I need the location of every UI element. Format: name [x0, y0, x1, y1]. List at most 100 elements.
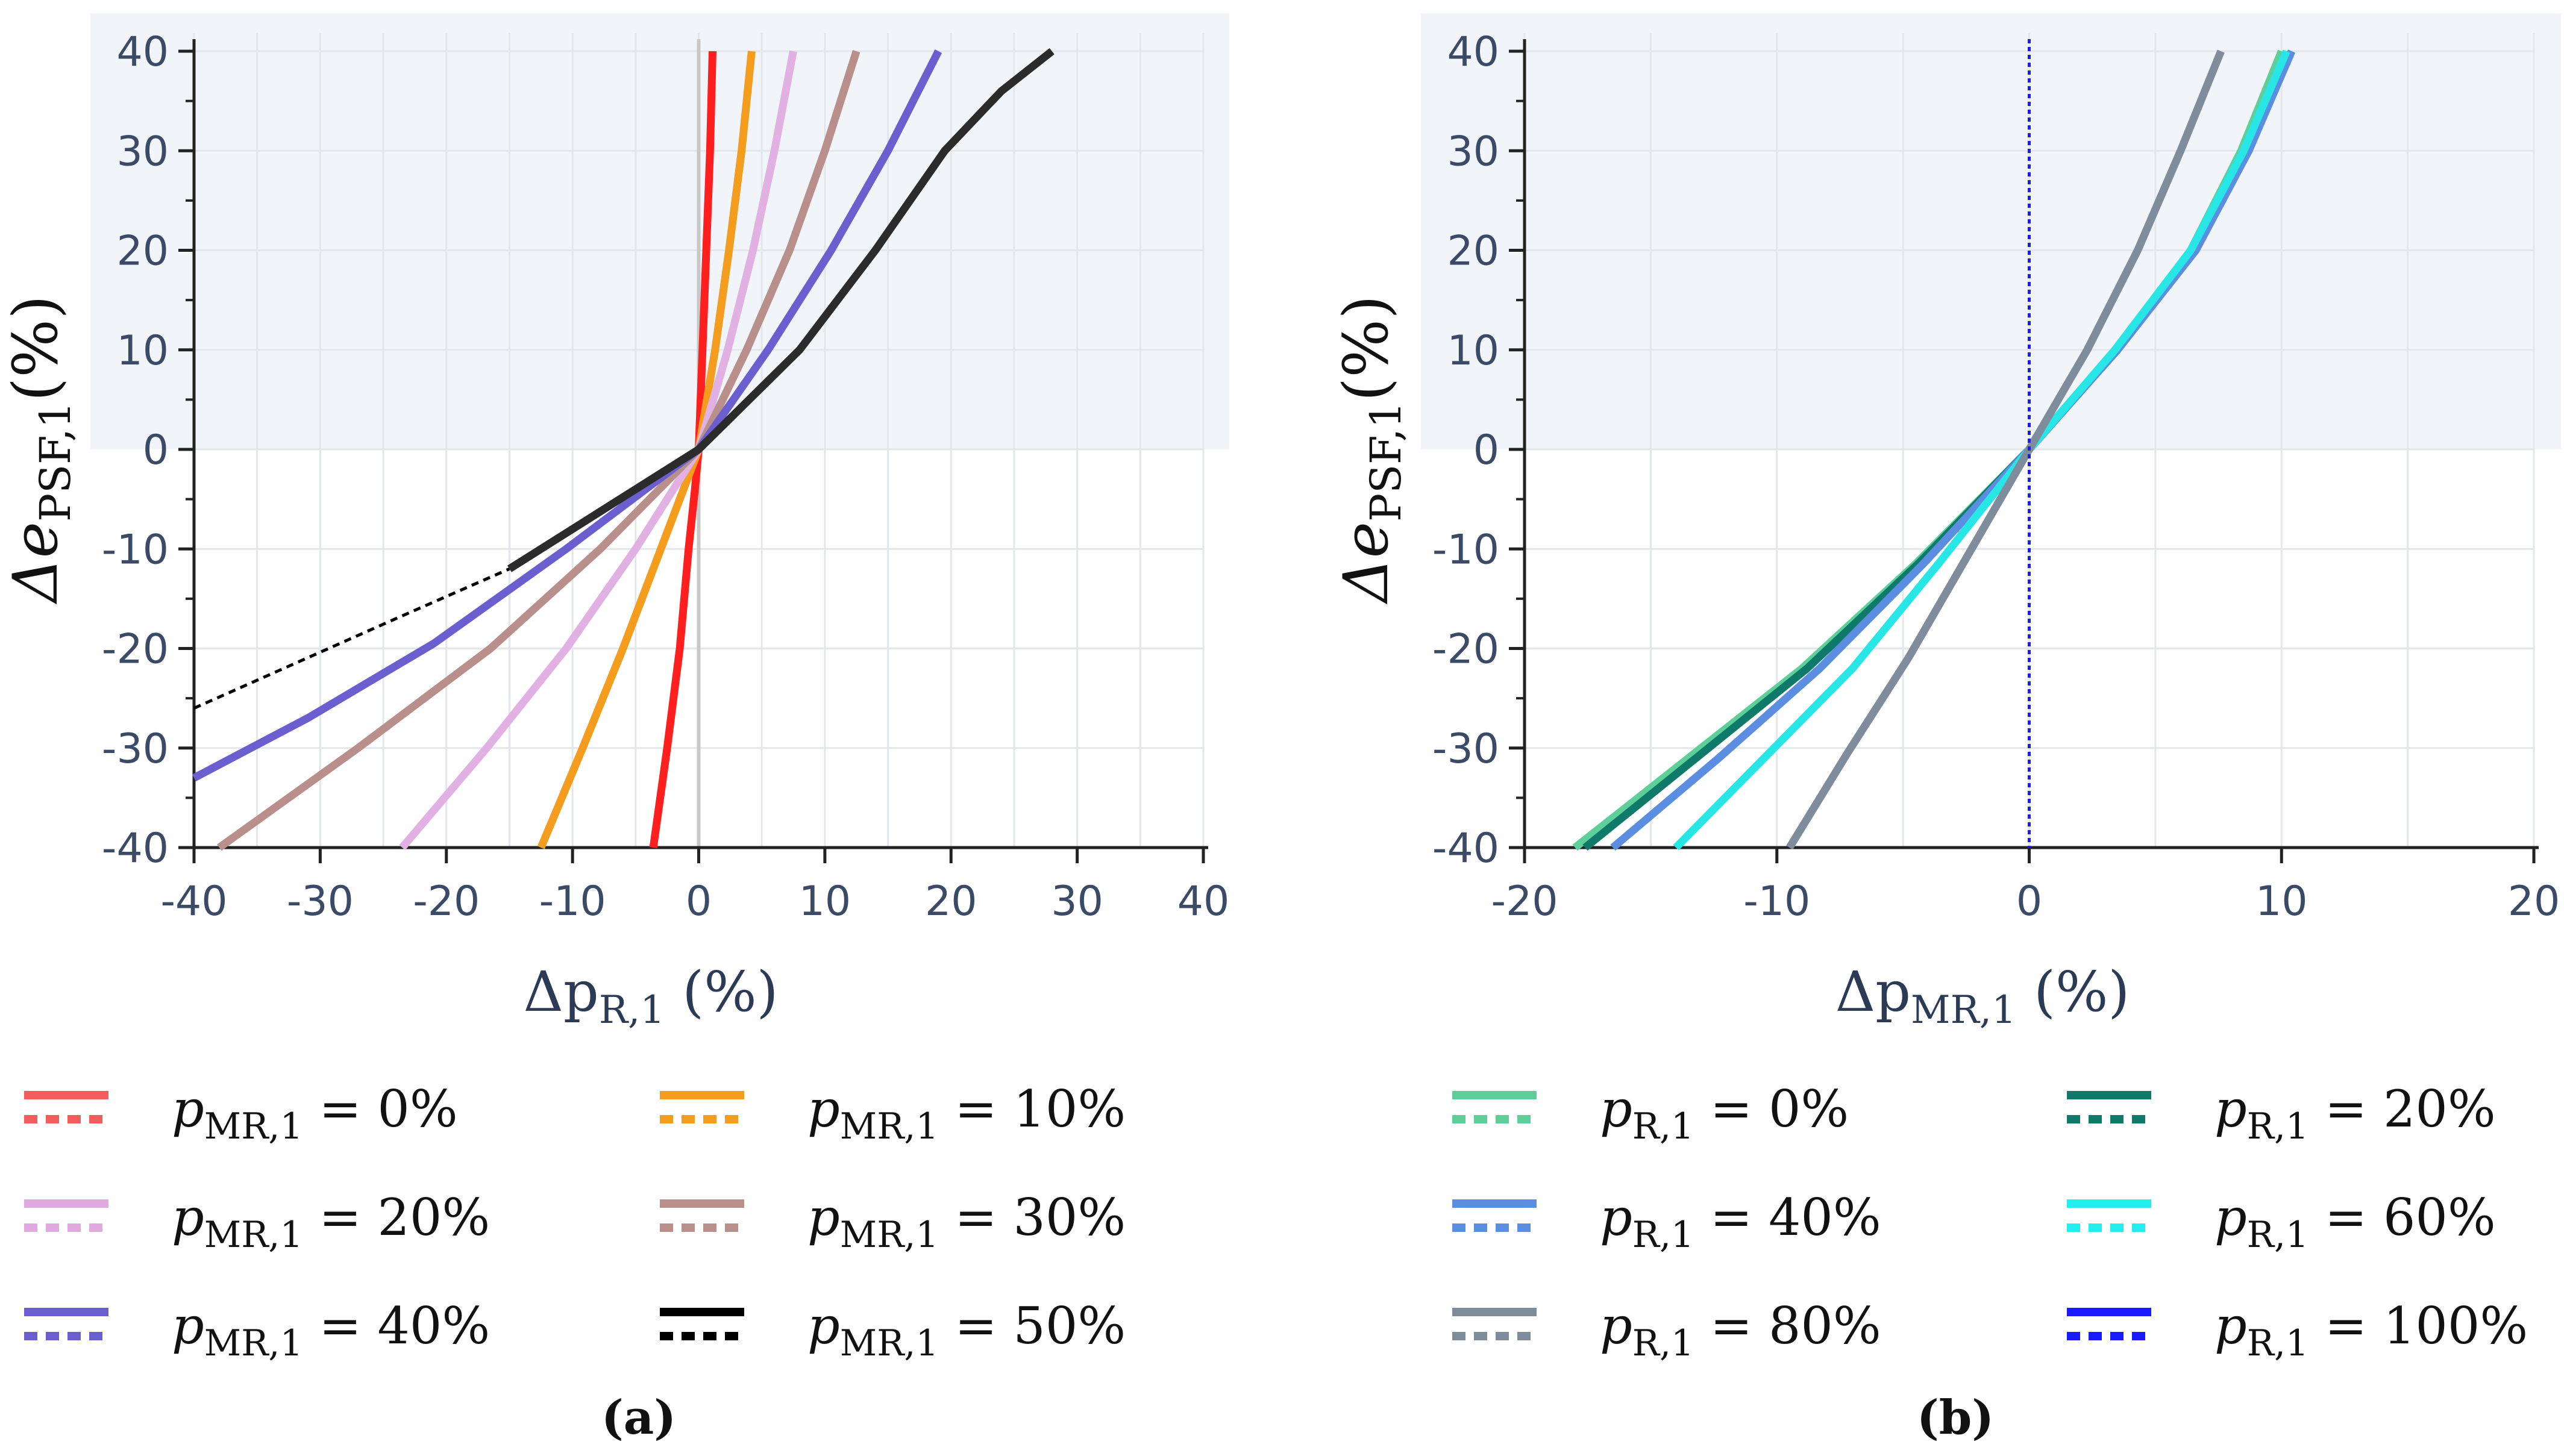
legend-label: pR,1 = 40% — [1600, 1188, 1881, 1256]
legend-item: pMR,1 = 30% — [660, 1188, 1126, 1256]
legend-label-value: = 50% — [939, 1296, 1126, 1355]
x-tick-label: -30 — [287, 878, 354, 925]
legend-label-var: p — [807, 1080, 840, 1139]
y-tick-label: 0 — [143, 426, 169, 474]
x-axis-label-unit: (%) — [2016, 960, 2130, 1024]
x-tick-label: -20 — [1491, 878, 1558, 925]
y-tick-label: -10 — [102, 526, 169, 573]
legend-label: pR,1 = 20% — [2215, 1080, 2496, 1148]
x-tick-label: 40 — [1177, 878, 1230, 925]
y-tick-label: 40 — [116, 28, 169, 76]
y-tick-label: 40 — [1447, 28, 1499, 76]
legend-item: pMR,1 = 10% — [660, 1080, 1126, 1148]
y-axis-label-unit: (%) — [0, 295, 72, 402]
legend-label: pMR,1 = 10% — [807, 1080, 1126, 1148]
legend-item: pR,1 = 80% — [1452, 1296, 1881, 1364]
legend-label-subscript: MR,1 — [204, 1214, 303, 1256]
legend-label-value: = 40% — [1694, 1188, 1881, 1247]
legend-label-subscript: MR,1 — [840, 1214, 939, 1256]
legend-label-subscript: R,1 — [2247, 1214, 2309, 1256]
legend-label: pMR,1 = 20% — [172, 1188, 490, 1256]
legend-item: pR,1 = 60% — [2067, 1188, 2496, 1256]
x-axis-label-base: Δp — [523, 960, 598, 1024]
x-tick-label: 10 — [799, 878, 851, 925]
legend-label-subscript: R,1 — [2247, 1105, 2309, 1148]
legend-item: pMR,1 = 50% — [660, 1296, 1126, 1364]
y-tick-label: 10 — [116, 327, 169, 375]
legend: pR,1 = 0% pR,1 = 20%pR,1 = 40% pR,1 = 60%p… — [1452, 1080, 2528, 1364]
series-line — [649, 51, 717, 848]
legend-label-var: p — [1600, 1296, 1632, 1355]
legend-label-var: p — [172, 1188, 204, 1247]
panel-label: (a) — [601, 1390, 676, 1445]
y-axis-label-unit: (%) — [1331, 295, 1402, 402]
y-tick-label: -40 — [102, 825, 169, 872]
legend-label: pR,1 = 0% — [1600, 1080, 1849, 1148]
legend-label-value: = 80% — [1694, 1296, 1881, 1355]
legend-label-value: = 0% — [303, 1080, 458, 1139]
x-axis-label-base: Δp — [1835, 960, 1911, 1024]
shaded-region — [1421, 13, 2561, 449]
x-tick-label: -10 — [539, 878, 606, 925]
y-axis-label: ΔePSF,1(%) — [0, 295, 80, 605]
y-axis-label-base: Δe — [0, 522, 72, 605]
y-tick-label: 10 — [1447, 327, 1499, 375]
panel-label: (b) — [1917, 1390, 1994, 1445]
panel-a: -40 -30 -20 -10 0 10 20 30 40 40 30 20 10 0 -10 -20 -30 -… — [0, 13, 1229, 1445]
legend-label: pMR,1 = 50% — [807, 1296, 1126, 1364]
legend-label-value: = 30% — [939, 1188, 1126, 1247]
y-axis-label-base: Δe — [1331, 522, 1402, 605]
legend-label: pMR,1 = 40% — [172, 1296, 490, 1364]
y-tick-label: 0 — [1473, 426, 1499, 474]
y-tick-label: -30 — [1432, 725, 1499, 773]
series-line-dashed — [193, 567, 510, 710]
y-tick-label: 20 — [116, 228, 169, 275]
legend-label-subscript: R,1 — [1632, 1214, 1694, 1256]
legend-label-subscript: R,1 — [1632, 1322, 1694, 1364]
legend-label-var: p — [807, 1188, 840, 1247]
legend-label-value: = 100% — [2309, 1296, 2528, 1355]
x-axis-label-subscript: R,1 — [599, 988, 665, 1033]
y-tick-label: -30 — [102, 725, 169, 773]
x-tick-label: -20 — [413, 878, 480, 925]
y-tick-label: 20 — [1447, 228, 1499, 275]
legend-label-subscript: MR,1 — [840, 1105, 939, 1148]
x-axis-label-subscript: MR,1 — [1911, 988, 2016, 1033]
legend-label: pR,1 = 80% — [1600, 1296, 1881, 1364]
legend-label-subscript: MR,1 — [840, 1322, 939, 1364]
legend-label-var: p — [807, 1296, 840, 1355]
x-axis-label: ΔpMR,1 (%) — [1835, 960, 2130, 1033]
x-axis-label: ΔpR,1 (%) — [523, 960, 778, 1033]
legend-label-var: p — [1600, 1188, 1632, 1247]
legend-item: pMR,1 = 0% — [24, 1080, 458, 1148]
legend-label-var: p — [2215, 1296, 2247, 1355]
y-tick-label: 30 — [1447, 128, 1499, 175]
x-tick-label: -10 — [1743, 878, 1810, 925]
series-line — [507, 48, 1055, 572]
legend-item: pMR,1 = 20% — [24, 1188, 490, 1256]
legend-label-var: p — [1600, 1080, 1632, 1139]
legend-label-subscript: R,1 — [1632, 1105, 1694, 1148]
legend-label-value: = 20% — [2309, 1080, 2496, 1139]
legend: pMR,1 = 0% pMR,1 = 10%pMR,1 = 20% pMR,1 = … — [24, 1080, 1126, 1364]
x-tick-label: 0 — [686, 878, 712, 925]
legend-label-subscript: MR,1 — [204, 1322, 303, 1364]
x-tick-label: -40 — [160, 878, 227, 925]
legend-label-subscript: R,1 — [2247, 1322, 2309, 1364]
legend-label-var: p — [172, 1296, 204, 1355]
y-axis-label-subscript: PSF,1 — [1361, 401, 1411, 522]
legend-label-subscript: MR,1 — [204, 1105, 303, 1148]
x-tick-label: 10 — [2255, 878, 2308, 925]
legend-label-var: p — [172, 1080, 204, 1139]
legend-label: pMR,1 = 30% — [807, 1188, 1126, 1256]
x-tick-label: 20 — [925, 878, 977, 925]
x-tick-label: 20 — [2508, 878, 2560, 925]
legend-label: pR,1 = 100% — [2215, 1296, 2528, 1364]
y-axis-label: ΔePSF,1(%) — [1331, 295, 1411, 605]
x-tick-label: 30 — [1051, 878, 1103, 925]
legend-label-value: = 10% — [939, 1080, 1126, 1139]
x-axis-label-unit: (%) — [665, 960, 778, 1024]
shaded-region — [90, 13, 1229, 449]
y-axis-label-subscript: PSF,1 — [31, 401, 80, 522]
y-tick-label: -10 — [1432, 526, 1499, 573]
